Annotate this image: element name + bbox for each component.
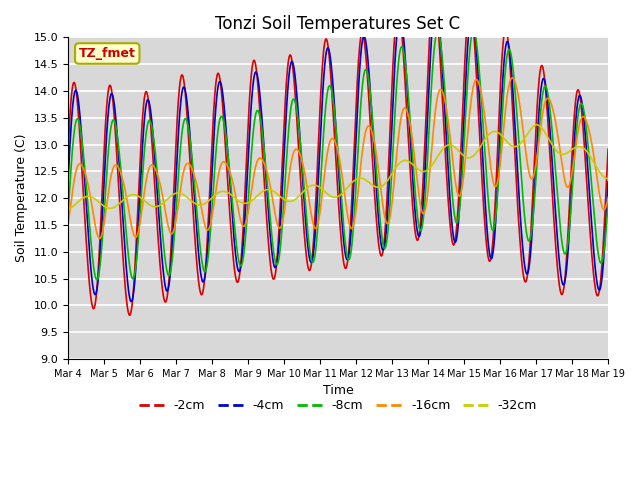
-16cm <box>315 219 323 225</box>
-4cm <box>305 250 312 256</box>
-4cm <box>106 96 114 102</box>
-32cm <box>64 206 72 212</box>
-32cm <box>305 184 312 190</box>
-8cm <box>93 277 100 283</box>
-2cm <box>106 83 114 88</box>
-2cm <box>315 141 323 146</box>
Text: TZ_fmet: TZ_fmet <box>79 47 136 60</box>
-8cm <box>64 212 72 217</box>
X-axis label: Time: Time <box>323 384 353 397</box>
-4cm <box>432 2 440 8</box>
-8cm <box>470 27 477 33</box>
Line: -4cm: -4cm <box>68 5 608 301</box>
-32cm <box>314 183 322 189</box>
-8cm <box>315 215 323 220</box>
-16cm <box>305 195 312 201</box>
-16cm <box>64 221 72 227</box>
-16cm <box>96 236 104 241</box>
-8cm <box>128 276 136 281</box>
Legend: -2cm, -4cm, -8cm, -16cm, -32cm: -2cm, -4cm, -8cm, -16cm, -32cm <box>134 394 542 417</box>
-4cm <box>294 100 301 106</box>
-32cm <box>128 192 136 198</box>
Line: -2cm: -2cm <box>68 0 608 315</box>
-32cm <box>604 176 612 182</box>
-2cm <box>372 208 380 214</box>
-4cm <box>128 298 136 303</box>
-4cm <box>127 299 135 304</box>
Y-axis label: Soil Temperature (C): Soil Temperature (C) <box>15 134 28 263</box>
-16cm <box>106 178 114 183</box>
-16cm <box>294 147 301 153</box>
Line: -16cm: -16cm <box>68 78 608 239</box>
-8cm <box>106 130 114 135</box>
-4cm <box>372 176 380 181</box>
-8cm <box>372 158 380 164</box>
-16cm <box>372 147 380 153</box>
-32cm <box>106 205 114 211</box>
-16cm <box>128 226 136 232</box>
-16cm <box>604 195 612 201</box>
-4cm <box>64 179 72 184</box>
-8cm <box>604 200 612 206</box>
Line: -8cm: -8cm <box>68 30 608 280</box>
-2cm <box>305 266 312 272</box>
-32cm <box>532 121 540 127</box>
-2cm <box>604 146 612 152</box>
Line: -32cm: -32cm <box>68 124 608 209</box>
-32cm <box>371 184 379 190</box>
-8cm <box>305 238 312 244</box>
-4cm <box>604 179 612 185</box>
-32cm <box>293 195 301 201</box>
-2cm <box>64 147 72 153</box>
-2cm <box>126 312 134 318</box>
-16cm <box>508 75 516 81</box>
-4cm <box>315 174 323 180</box>
Title: Tonzi Soil Temperatures Set C: Tonzi Soil Temperatures Set C <box>216 15 461 33</box>
-2cm <box>294 127 301 133</box>
-8cm <box>294 113 301 119</box>
-2cm <box>128 301 136 307</box>
